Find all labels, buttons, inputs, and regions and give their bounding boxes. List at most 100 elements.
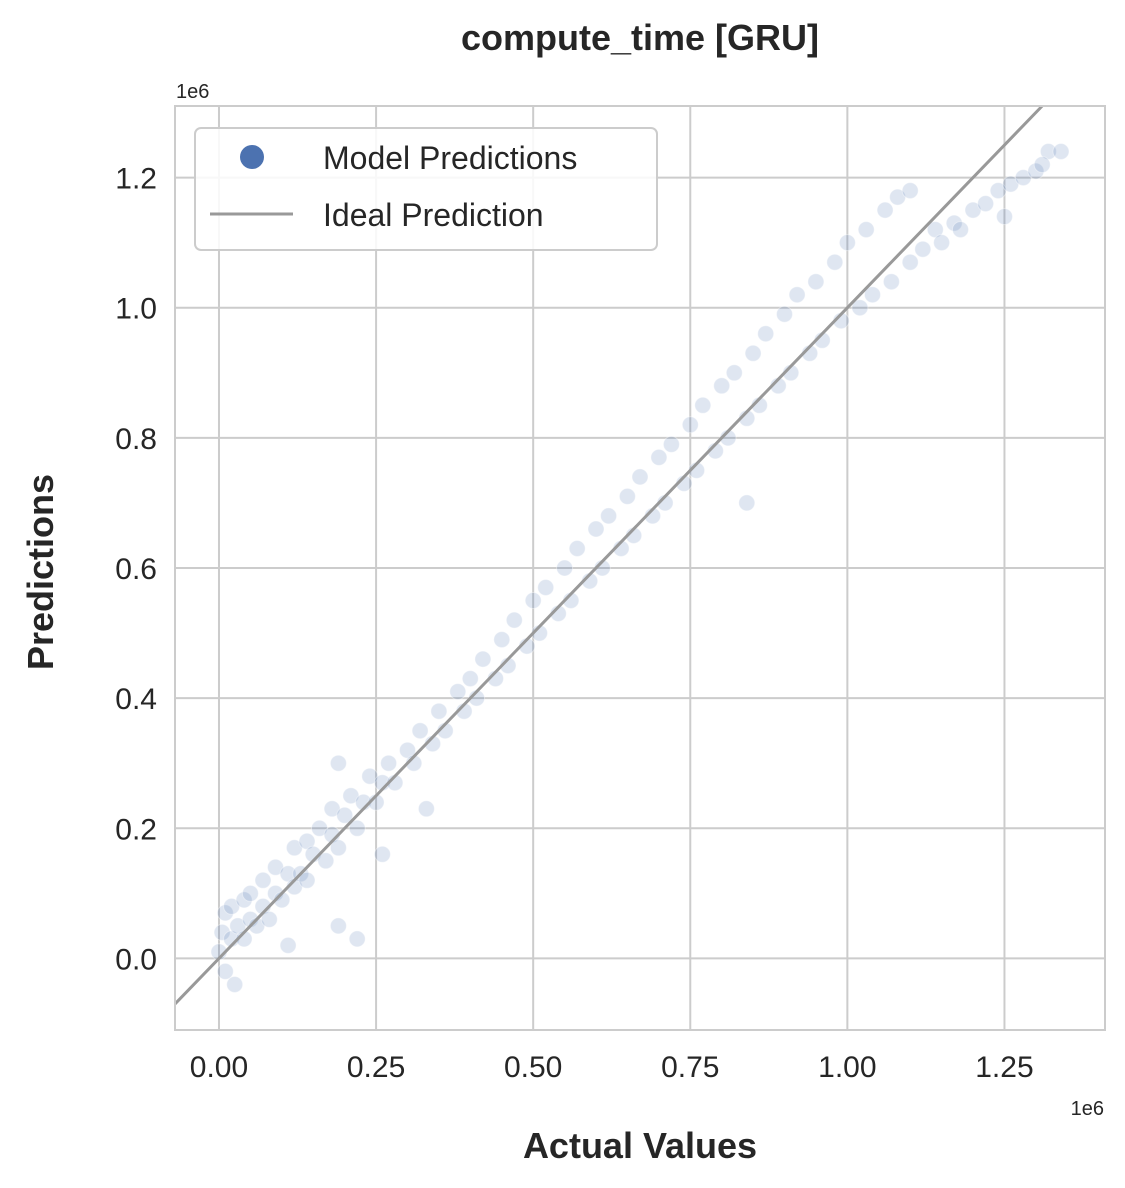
data-point — [725, 364, 743, 382]
data-point — [229, 917, 247, 935]
data-point — [537, 579, 555, 596]
legend: Model Predictions Ideal Prediction — [194, 127, 658, 251]
data-point — [952, 221, 969, 239]
data-point — [380, 754, 398, 772]
x-tick-label: 1.00 — [818, 1051, 876, 1084]
data-point — [317, 852, 335, 870]
data-point — [838, 234, 856, 252]
data-point — [505, 611, 523, 629]
data-point — [213, 923, 231, 941]
data-point — [474, 650, 492, 668]
data-point — [493, 631, 511, 649]
legend-label-model-predictions: Model Predictions — [323, 140, 577, 176]
data-point — [235, 891, 253, 909]
data-point — [650, 448, 668, 466]
data-point — [417, 800, 435, 818]
data-point — [989, 182, 1007, 200]
data-point — [285, 839, 303, 857]
data-point — [329, 754, 347, 772]
plot-frame — [174, 105, 1106, 1031]
y-tick-label: 0.6 — [115, 553, 157, 586]
x-tick-label: 1.25 — [975, 1051, 1033, 1084]
data-point — [399, 741, 416, 759]
data-point — [738, 494, 756, 512]
data-point — [216, 904, 234, 922]
chart-title: compute_time [GRU] — [461, 17, 819, 58]
data-point — [336, 806, 354, 824]
data-point — [298, 871, 316, 889]
legend-marker-model-predictions — [240, 145, 264, 169]
data-point — [348, 930, 366, 948]
data-point — [681, 416, 699, 434]
x-tick-label: 0.50 — [504, 1051, 562, 1084]
data-point — [556, 559, 574, 577]
y-tick-label: 0.4 — [115, 683, 157, 716]
data-point — [1002, 175, 1020, 193]
legend-label-ideal-prediction: Ideal Prediction — [323, 197, 544, 233]
data-point — [323, 800, 341, 818]
data-point — [587, 520, 605, 538]
data-point — [889, 188, 907, 206]
data-point — [744, 344, 762, 362]
data-point — [449, 683, 467, 701]
data-point — [694, 396, 712, 414]
data-point — [461, 670, 479, 688]
data-point — [348, 819, 366, 837]
legend-box — [194, 127, 658, 251]
x-tick-label: 0.25 — [347, 1051, 405, 1084]
data-point — [373, 845, 391, 863]
y-tick-label: 0.2 — [115, 813, 157, 846]
x-tick-label: 0.75 — [661, 1051, 719, 1084]
data-point — [757, 325, 775, 343]
data-point — [260, 910, 278, 928]
data-point — [882, 273, 900, 291]
data-point — [964, 201, 982, 219]
data-point — [1039, 143, 1057, 160]
data-point — [329, 839, 347, 857]
data-point — [411, 722, 429, 740]
x-offset-label: 1e6 — [1071, 1098, 1104, 1120]
data-point — [864, 286, 881, 304]
ideal-prediction-line — [173, 104, 1044, 1006]
data-point — [857, 221, 875, 239]
data-point — [996, 208, 1013, 226]
data-point — [901, 182, 919, 200]
data-point — [901, 253, 919, 271]
data-point — [631, 468, 649, 486]
data-point — [568, 540, 586, 557]
data-point — [945, 214, 963, 232]
data-point — [279, 936, 297, 954]
y-axis-label: Predictions — [20, 474, 61, 670]
data-point — [1014, 169, 1032, 187]
data-point — [267, 858, 284, 876]
data-point — [713, 377, 731, 395]
data-point — [662, 435, 680, 453]
data-point — [223, 897, 241, 915]
x-axis-label: Actual Values — [523, 1125, 757, 1166]
data-point — [914, 240, 932, 258]
data-point — [977, 195, 995, 213]
data-point — [826, 253, 844, 271]
x-tick-labels: 0.00 0.25 0.50 0.75 1.00 1.25 — [190, 1051, 1034, 1084]
data-point — [876, 201, 894, 219]
data-point — [361, 767, 379, 785]
data-point — [216, 962, 234, 980]
data-point — [524, 592, 542, 609]
data-point — [933, 234, 951, 252]
data-point — [600, 507, 618, 525]
data-point — [807, 273, 825, 291]
y-tick-label: 1.0 — [115, 293, 157, 326]
y-tick-label: 0.8 — [115, 423, 157, 456]
y-tick-label: 1.2 — [115, 163, 157, 196]
data-point — [926, 221, 944, 239]
data-point — [329, 917, 347, 935]
y-offset-label: 1e6 — [176, 81, 209, 103]
data-point — [1027, 162, 1045, 180]
data-point — [788, 286, 806, 304]
data-point — [311, 819, 328, 837]
data-point — [254, 871, 272, 889]
data-point — [430, 702, 448, 720]
data-point — [851, 299, 869, 317]
data-point — [776, 305, 793, 323]
